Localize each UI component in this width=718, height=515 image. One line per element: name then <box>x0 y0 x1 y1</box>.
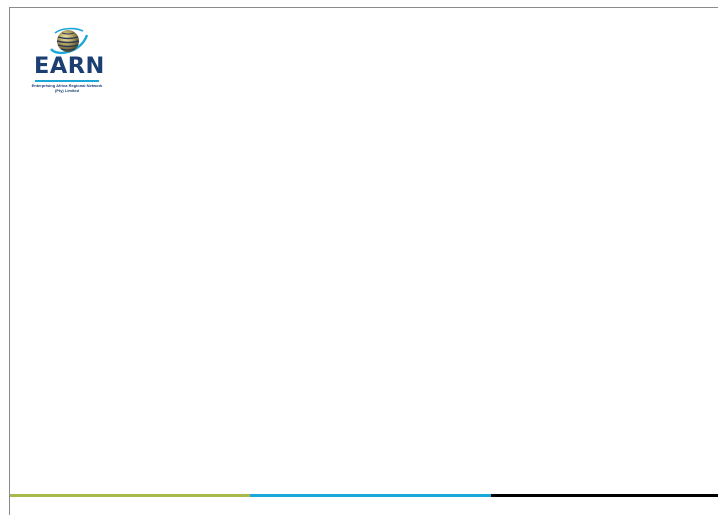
footer-bar-black <box>491 494 718 497</box>
page-frame <box>9 7 718 515</box>
footer-color-bars <box>10 494 718 497</box>
logo-underline <box>35 80 99 82</box>
earn-logo: EARN Enterprising Africa Regional Networ… <box>31 27 105 97</box>
globe-icon <box>47 27 89 57</box>
footer-bar-cyan <box>250 494 491 497</box>
logo-tagline-line2: (Pty) Limited <box>31 88 103 93</box>
logo-wordmark: EARN <box>34 56 105 78</box>
footer-bar-olive <box>10 494 250 497</box>
logo-tagline: Enterprising Africa Regional Network (Pt… <box>31 83 103 93</box>
